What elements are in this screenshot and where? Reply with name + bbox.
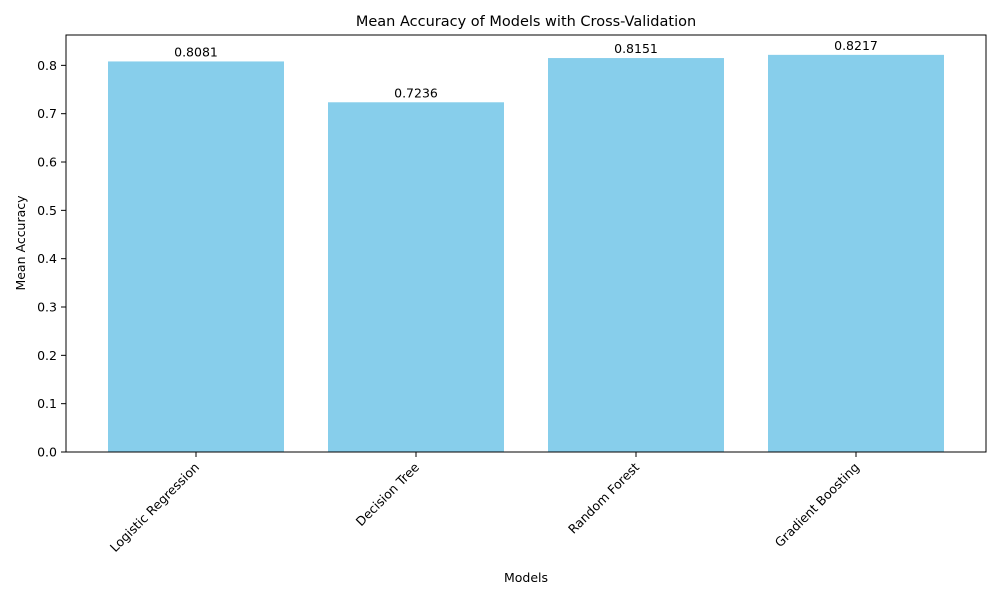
- bar-value-label: 0.8081: [174, 44, 218, 59]
- bar-value-label: 0.8151: [614, 41, 658, 56]
- chart-title: Mean Accuracy of Models with Cross-Valid…: [356, 14, 696, 30]
- x-tick-label: Gradient Boosting: [772, 460, 863, 551]
- y-axis: 0.0 0.1 0.2 0.3 0.4 0.5 0.6 0.7 0.8: [37, 58, 66, 460]
- x-tick-label: Decision Tree: [353, 459, 423, 529]
- bar-logistic-regression: [108, 61, 284, 452]
- y-tick-label: 0.0: [37, 445, 57, 460]
- y-tick-label: 0.6: [37, 155, 57, 170]
- bars-layer: [108, 54, 944, 453]
- bar-random-forest: [548, 58, 724, 452]
- y-tick-label: 0.1: [37, 396, 57, 411]
- y-tick-label: 0.5: [37, 203, 57, 218]
- y-tick-label: 0.7: [37, 106, 57, 121]
- bar-value-label: 0.7236: [394, 85, 438, 100]
- plot-frame: [65, 34, 987, 453]
- y-axis-label: Mean Accuracy: [13, 195, 28, 291]
- bar-gradient-boosting: [768, 54, 944, 453]
- y-tick-label: 0.2: [37, 348, 57, 363]
- value-labels-layer: 0.8081 0.7236 0.8151 0.8217: [174, 38, 878, 100]
- x-axis: Logistic Regression Decision Tree Random F…: [107, 452, 862, 555]
- y-tick-label: 0.8: [37, 58, 57, 73]
- x-tick-label: Logistic Regression: [107, 460, 202, 555]
- bar-value-label: 0.8217: [834, 38, 878, 53]
- x-axis-label: Models: [504, 570, 548, 585]
- y-tick-label: 0.4: [37, 251, 57, 266]
- y-tick-label: 0.3: [37, 300, 57, 315]
- bar-decision-tree: [328, 102, 504, 453]
- x-tick-label: Random Forest: [565, 459, 642, 536]
